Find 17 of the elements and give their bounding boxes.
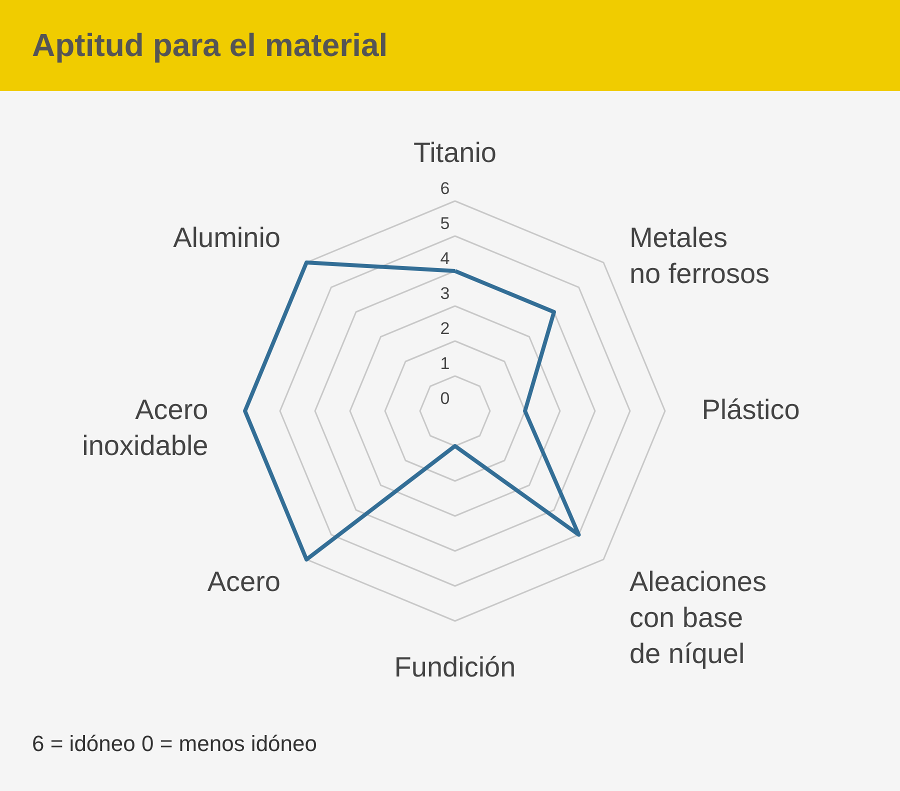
text: 6 = idóneo 0 = menos idóneo: [32, 731, 318, 756]
y-tick-label: 5: [440, 214, 450, 233]
spoke-label: Titanio: [413, 136, 497, 168]
spoke-label: Metales no ferrosos: [629, 222, 770, 289]
spoke-label: Aluminio: [173, 222, 281, 253]
spoke-label: Fundición: [394, 651, 516, 682]
spoke-label: Plástico: [702, 394, 800, 425]
chart-title: Aptitud para el material: [32, 27, 388, 63]
y-tick-label: 4: [440, 249, 450, 268]
y-tick-label: 3: [440, 284, 450, 303]
spoke-label: Aleaciones con base de níquel: [629, 566, 766, 670]
y-tick-label: 2: [440, 319, 450, 338]
y-tick-label: 6: [440, 179, 450, 198]
spoke-label: Acero: [207, 566, 281, 598]
spoke-label: Acero inoxidable: [82, 394, 208, 461]
y-tick-label: 0: [440, 389, 450, 408]
y-tick-label: 1: [440, 354, 450, 373]
